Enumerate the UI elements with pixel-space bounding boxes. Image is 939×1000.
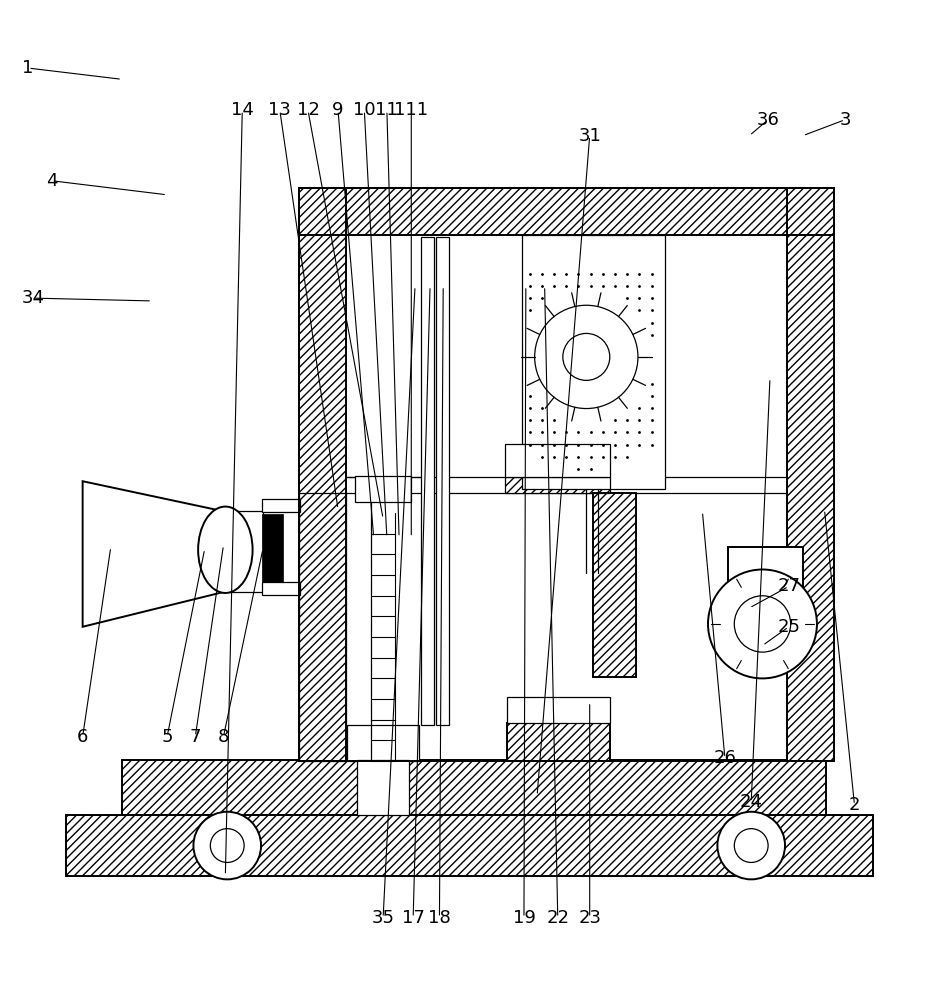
Text: 24: 24 [740, 793, 762, 811]
Text: 13: 13 [269, 101, 291, 119]
Circle shape [717, 812, 785, 879]
Bar [505, 477, 610, 493]
Bar [299, 188, 834, 761]
Bar [262, 499, 300, 512]
Text: 111: 111 [394, 101, 428, 119]
Text: 12: 12 [297, 101, 319, 119]
Text: 11: 11 [376, 101, 398, 119]
Text: 9: 9 [332, 101, 344, 119]
Bar [347, 725, 419, 761]
Text: 17: 17 [402, 909, 424, 927]
Text: 3: 3 [839, 111, 851, 129]
Text: 18: 18 [428, 909, 451, 927]
Text: 7: 7 [190, 728, 201, 746]
Circle shape [734, 829, 768, 862]
Ellipse shape [198, 507, 253, 593]
Text: 34: 34 [22, 289, 44, 307]
Bar [728, 547, 803, 660]
Bar [299, 188, 346, 761]
Bar [299, 188, 346, 761]
Bar [122, 760, 826, 815]
Bar [593, 493, 636, 677]
Bar [787, 188, 834, 761]
Bar [223, 511, 263, 592]
Bar [436, 237, 449, 725]
Bar [66, 815, 873, 876]
Bar [507, 723, 610, 761]
Bar [299, 493, 346, 761]
Text: 5: 5 [162, 728, 173, 746]
Bar [522, 235, 665, 489]
Text: 26: 26 [714, 749, 736, 767]
Bar [507, 697, 610, 723]
Bar [299, 188, 834, 235]
Text: 23: 23 [578, 909, 601, 927]
Bar [262, 514, 283, 582]
Circle shape [193, 812, 261, 879]
Text: 27: 27 [777, 577, 800, 595]
Text: 10: 10 [353, 101, 376, 119]
Bar [421, 237, 434, 725]
Polygon shape [83, 481, 223, 627]
Bar [66, 815, 873, 876]
Bar [122, 760, 826, 815]
Text: 6: 6 [77, 728, 88, 746]
Text: 22: 22 [546, 909, 569, 927]
Circle shape [562, 333, 609, 380]
Text: 2: 2 [849, 796, 860, 814]
Bar [507, 723, 610, 761]
Circle shape [210, 829, 244, 862]
Text: 35: 35 [372, 909, 394, 927]
Bar [299, 493, 346, 761]
Circle shape [534, 305, 638, 409]
Text: 25: 25 [777, 618, 800, 636]
Bar [593, 493, 636, 677]
Bar [262, 582, 300, 595]
Bar [505, 477, 610, 493]
Bar [505, 444, 610, 477]
Text: 4: 4 [46, 172, 57, 190]
Text: 31: 31 [578, 127, 601, 145]
Text: 19: 19 [513, 909, 535, 927]
Circle shape [734, 596, 791, 652]
Circle shape [708, 569, 817, 678]
Text: 8: 8 [218, 728, 229, 746]
Text: 1: 1 [23, 59, 34, 77]
Bar [299, 188, 834, 761]
Bar [299, 188, 834, 235]
Text: 14: 14 [231, 101, 254, 119]
Bar [355, 476, 411, 502]
Text: 36: 36 [757, 111, 779, 129]
Bar [357, 760, 409, 815]
Bar [787, 188, 834, 761]
